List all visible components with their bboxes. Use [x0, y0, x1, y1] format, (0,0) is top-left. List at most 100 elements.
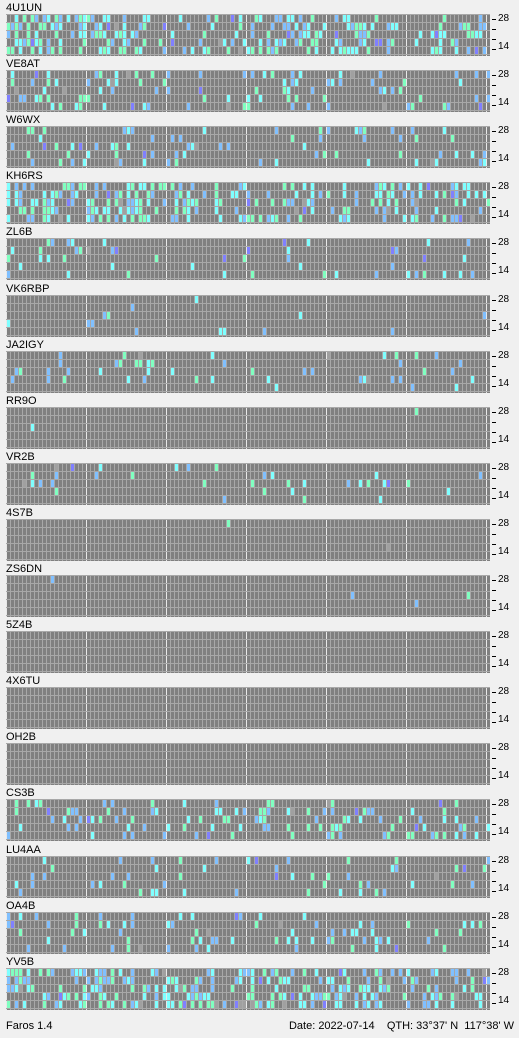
- signal-cell: [39, 247, 42, 254]
- signal-cell: [379, 87, 382, 94]
- signal-cell: [411, 881, 414, 888]
- band-scale: 28 14: [492, 182, 519, 224]
- signal-cell: [39, 47, 42, 54]
- signal-cell: [331, 832, 334, 839]
- signal-cell: [235, 913, 238, 920]
- scale-tick: [492, 29, 496, 30]
- signal-cell: [131, 913, 134, 920]
- signal-cell: [187, 215, 190, 222]
- signal-cell: [375, 39, 378, 46]
- signal-cell: [87, 199, 90, 206]
- signal-cell: [383, 889, 386, 896]
- signal-cell: [275, 969, 278, 976]
- band-scale: 28 14: [492, 295, 519, 337]
- signal-cell: [47, 215, 50, 222]
- signal-cell: [139, 199, 142, 206]
- signal-cell: [15, 183, 18, 190]
- signal-cell: [175, 151, 178, 158]
- signal-cell: [459, 360, 462, 367]
- signal-cell: [43, 127, 46, 134]
- beacon-panel: OA4B 28 14: [0, 898, 519, 954]
- signal-cell: [79, 1001, 82, 1008]
- signal-cell: [255, 857, 258, 864]
- signal-cell: [439, 47, 442, 54]
- scale-tick: [492, 356, 496, 357]
- signal-cell: [415, 39, 418, 46]
- signal-cell: [267, 800, 270, 807]
- signal-cell: [39, 800, 42, 807]
- signal-cell: [175, 215, 178, 222]
- signal-cell: [187, 103, 190, 110]
- signal-cell: [163, 183, 166, 190]
- signal-cell: [339, 79, 342, 86]
- signal-cell: [147, 199, 150, 206]
- signal-cell: [347, 985, 350, 992]
- signal-cell: [67, 151, 70, 158]
- signal-cell: [95, 207, 98, 214]
- signal-cell: [183, 889, 186, 896]
- signal-cell: [267, 376, 270, 383]
- signal-cell: [407, 921, 410, 928]
- scale-tick: [492, 722, 496, 723]
- signal-cell: [7, 913, 10, 920]
- scale-tick: [492, 105, 496, 106]
- signal-cell: [455, 384, 458, 391]
- signal-cell: [51, 816, 54, 823]
- band-label-28: 28: [498, 911, 510, 922]
- signal-cell: [203, 480, 206, 487]
- signal-cell: [311, 368, 314, 375]
- signal-cell: [391, 247, 394, 254]
- signal-cell: [455, 47, 458, 54]
- signal-cell: [263, 816, 266, 823]
- signal-cell: [75, 969, 78, 976]
- signal-cell: [415, 159, 418, 166]
- signal-cell: [279, 921, 282, 928]
- signal-cell: [291, 15, 294, 22]
- signal-cell: [51, 969, 54, 976]
- signal-cell: [183, 47, 186, 54]
- signal-cell: [315, 993, 318, 1000]
- propagation-grid: [6, 407, 490, 449]
- signal-cell: [395, 207, 398, 214]
- signal-cell: [439, 39, 442, 46]
- signal-cell: [359, 480, 362, 487]
- signal-cell: [155, 207, 158, 214]
- scale-tick: [492, 197, 496, 198]
- signal-cell: [303, 496, 306, 503]
- signal-cell: [339, 39, 342, 46]
- signal-cell: [171, 368, 174, 375]
- signal-cell: [143, 15, 146, 22]
- signal-cell: [87, 816, 90, 823]
- signal-cell: [147, 103, 150, 110]
- signal-cell: [271, 969, 274, 976]
- signal-cell: [331, 985, 334, 992]
- signal-cell: [63, 945, 66, 952]
- signal-cell: [115, 215, 118, 222]
- signal-cell: [211, 937, 214, 944]
- grid-canvas: [6, 519, 490, 561]
- signal-cell: [103, 31, 106, 38]
- signal-cell: [319, 31, 322, 38]
- signal-cell: [303, 183, 306, 190]
- signal-cell: [83, 15, 86, 22]
- signal-cell: [207, 47, 210, 54]
- signal-cell: [215, 183, 218, 190]
- signal-cell: [475, 993, 478, 1000]
- signal-cell: [379, 937, 382, 944]
- qth-lon: 117°38' W: [464, 1020, 514, 1032]
- signal-cell: [199, 993, 202, 1000]
- signal-cell: [123, 977, 126, 984]
- signal-cell: [103, 993, 106, 1000]
- signal-cell: [215, 15, 218, 22]
- signal-cell: [207, 929, 210, 936]
- signal-cell: [11, 247, 14, 254]
- signal-cell: [63, 816, 66, 823]
- signal-cell: [71, 191, 74, 198]
- signal-cell: [367, 1001, 370, 1008]
- signal-cell: [43, 993, 46, 1000]
- scale-tick: [492, 217, 496, 218]
- signal-cell: [127, 824, 130, 831]
- signal-cell: [475, 47, 478, 54]
- signal-cell: [287, 480, 290, 487]
- signal-cell: [355, 1001, 358, 1008]
